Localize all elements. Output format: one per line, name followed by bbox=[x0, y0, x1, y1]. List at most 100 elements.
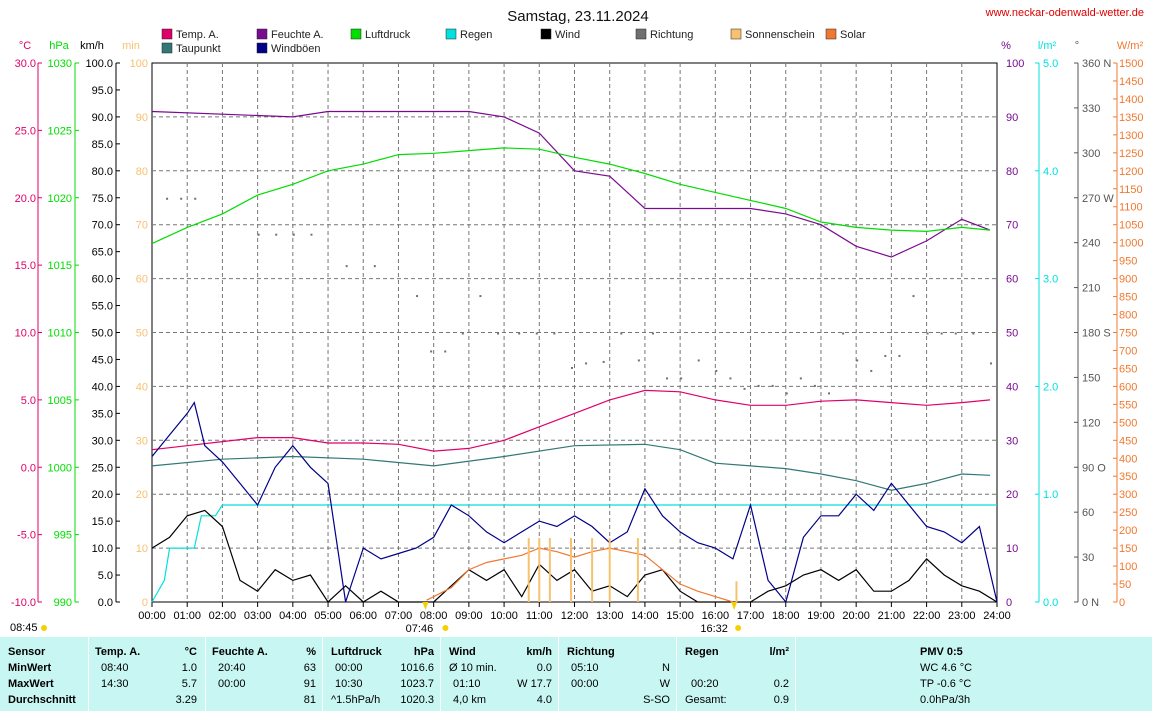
temp-tick-label: 5.0 bbox=[21, 395, 36, 407]
wind-tick-label: 45.0 bbox=[92, 354, 113, 366]
legend-label: Windböen bbox=[271, 43, 321, 55]
pressure-tick-label: 1005 bbox=[48, 395, 72, 407]
pressure-tick-label: 995 bbox=[54, 530, 72, 542]
direction-point bbox=[771, 384, 774, 387]
direction-point bbox=[912, 295, 915, 298]
sunrise-marker bbox=[422, 602, 429, 610]
temp-unit-label: °C bbox=[19, 40, 31, 52]
direction-point bbox=[637, 359, 640, 362]
humidity-max-time: 00:00 bbox=[218, 678, 246, 690]
wind-tick-label: 95.0 bbox=[92, 85, 113, 97]
pressure-tick-label: 1000 bbox=[48, 462, 72, 474]
pmv-header: PMV 0:5 bbox=[920, 646, 963, 658]
sunshine-tick-label: 30 bbox=[136, 435, 148, 447]
pressure-max-value: 1023.7 bbox=[400, 678, 434, 690]
solar-unit-label: W/m² bbox=[1117, 40, 1144, 52]
direction-tick-label: 120 bbox=[1082, 417, 1100, 429]
direction-point bbox=[884, 354, 887, 357]
temp-tick-label: -10.0 bbox=[11, 597, 36, 609]
humidity-tick-label: 10 bbox=[1006, 543, 1018, 555]
wind-tick-label: 40.0 bbox=[92, 381, 113, 393]
sunshine-start-label: 08:45 bbox=[10, 622, 38, 634]
direction-point bbox=[785, 392, 788, 395]
rain-total-value: 0.9 bbox=[773, 694, 789, 706]
direction-point bbox=[345, 265, 348, 268]
wind-tick-label: 25.0 bbox=[92, 462, 113, 474]
sunshine-tick-label: 40 bbox=[136, 381, 148, 393]
direction-tick-label: 210 bbox=[1082, 283, 1100, 295]
direction-point bbox=[680, 377, 683, 380]
direction-point bbox=[715, 369, 718, 372]
temp-min-time: 08:40 bbox=[101, 662, 129, 674]
x-tick-label: 03:00 bbox=[244, 610, 272, 622]
direction-tick-label: 0 N bbox=[1082, 597, 1099, 609]
regen-line bbox=[151, 504, 997, 603]
wind-tick-label: 35.0 bbox=[92, 408, 113, 420]
humidity-avg-value: 81 bbox=[303, 694, 316, 706]
wind-unit-label: km/h bbox=[80, 40, 104, 52]
sunshine-tick-label: 90 bbox=[136, 112, 148, 124]
humidity-header: Feuchte A. bbox=[212, 646, 268, 658]
sunrise-sun-icon bbox=[442, 625, 449, 631]
wind-tick-label: 50.0 bbox=[92, 328, 113, 340]
sunshine-start-icon bbox=[41, 625, 47, 631]
solar-tick-label: 1500 bbox=[1119, 58, 1143, 70]
humidity-tick-label: 60 bbox=[1006, 274, 1018, 286]
temp-header: Temp. A. bbox=[95, 646, 141, 658]
wind-max-time: 01:10 bbox=[453, 678, 481, 690]
wind-tick-label: 0.0 bbox=[98, 597, 113, 609]
pressure-trend: ^1.5hPa/h bbox=[331, 694, 381, 706]
solar-tick-label: 1400 bbox=[1119, 94, 1143, 106]
temp-tick-label: 10.0 bbox=[15, 328, 36, 340]
humidity-min-time: 20:40 bbox=[218, 662, 246, 674]
legend-swatch bbox=[445, 28, 457, 40]
direction-header: Richtung bbox=[567, 646, 615, 658]
x-tick-label: 16:00 bbox=[702, 610, 730, 622]
direction-tick-label: 180 S bbox=[1082, 328, 1111, 340]
solar-tick-label: 950 bbox=[1119, 256, 1137, 268]
direction-point bbox=[444, 350, 447, 353]
solar-tick-label: 1350 bbox=[1119, 112, 1143, 124]
wind-tick-label: 20.0 bbox=[92, 489, 113, 501]
wind-tick-label: 75.0 bbox=[92, 193, 113, 205]
solar-tick-label: 600 bbox=[1119, 381, 1137, 393]
humidity-tick-label: 30 bbox=[1006, 435, 1018, 447]
direction-point bbox=[870, 369, 873, 372]
legend-label: Richtung bbox=[650, 29, 693, 41]
website-link[interactable]: www.neckar-odenwald-wetter.de bbox=[985, 7, 1144, 19]
temp-unit: °C bbox=[184, 646, 197, 658]
humidity-min-value: 63 bbox=[303, 662, 316, 674]
x-tick-label: 07:00 bbox=[385, 610, 413, 622]
summary-table: Sensor MinWert MaxWert Durchschnitt Temp… bbox=[0, 637, 1152, 711]
wind-line bbox=[151, 509, 998, 603]
x-tick-label: 22:00 bbox=[913, 610, 941, 622]
rain-total-label: Gesamt: bbox=[685, 694, 727, 706]
legend-swatch bbox=[635, 28, 647, 40]
humidity-tick-label: 70 bbox=[1006, 220, 1018, 232]
pmv-windchill: WC 4.6 °C bbox=[920, 662, 973, 674]
temp-avg-value: 3.29 bbox=[175, 694, 197, 706]
temp-tick-label: 15.0 bbox=[15, 260, 36, 272]
legend-label: Taupunkt bbox=[176, 43, 221, 55]
solar-tick-label: 1200 bbox=[1119, 166, 1143, 178]
direction-point bbox=[813, 384, 816, 387]
sun-markers: 07:46 16:32 08:45 bbox=[10, 602, 742, 635]
x-tick-label: 17:00 bbox=[737, 610, 765, 622]
chart-axes: 00:00 01:00 02:00 03:00 04:00 05:00 06:00 07:00… bbox=[11, 40, 1144, 622]
direction-point bbox=[194, 197, 197, 200]
humidity-tick-label: 40 bbox=[1006, 381, 1018, 393]
pressure-min-value: 1016.6 bbox=[400, 662, 434, 674]
wind-distance: 4,0 km bbox=[453, 694, 487, 706]
x-tick-label: 18:00 bbox=[772, 610, 800, 622]
temp-a-line bbox=[151, 389, 991, 452]
solar-tick-label: 650 bbox=[1119, 363, 1137, 375]
x-tick-label: 21:00 bbox=[878, 610, 906, 622]
col-wind: Wind km/h Ø 10 min. 01:10 4,0 km 0.0 W 1… bbox=[441, 637, 559, 711]
x-tick-label: 20:00 bbox=[842, 610, 870, 622]
x-tick-label: 05:00 bbox=[314, 610, 342, 622]
humidity-unit-label: % bbox=[1001, 40, 1011, 52]
solar-tick-label: 1450 bbox=[1119, 76, 1143, 88]
pressure-tick-label: 1025 bbox=[48, 125, 72, 137]
sunset-sun-icon bbox=[735, 625, 742, 631]
x-tick-label: 23:00 bbox=[948, 610, 976, 622]
